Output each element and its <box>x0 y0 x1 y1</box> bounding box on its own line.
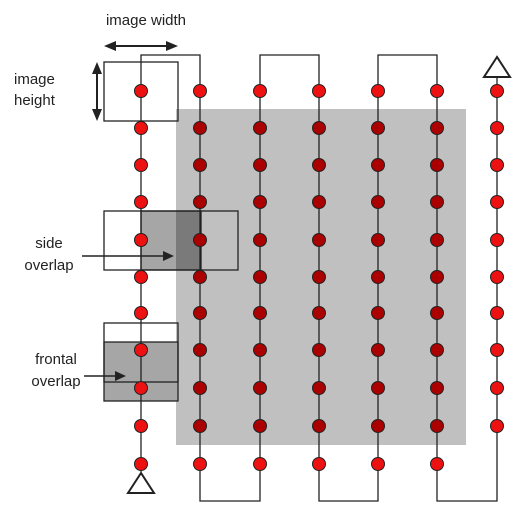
waypoints <box>134 84 504 471</box>
waypoint <box>134 306 148 320</box>
waypoint <box>490 381 504 395</box>
waypoint <box>430 158 444 172</box>
image-width-label: image width <box>106 12 186 29</box>
waypoint <box>430 84 444 98</box>
waypoint <box>312 457 326 471</box>
side-overlap-label-line1: side <box>35 235 63 252</box>
waypoint <box>371 306 385 320</box>
waypoint <box>193 457 207 471</box>
waypoint <box>193 419 207 433</box>
waypoint <box>312 270 326 284</box>
waypoint <box>253 158 267 172</box>
waypoint <box>134 419 148 433</box>
waypoint <box>253 195 267 209</box>
waypoint <box>371 343 385 357</box>
image-height-label-line2: height <box>14 92 56 109</box>
waypoint <box>490 419 504 433</box>
waypoint <box>193 343 207 357</box>
waypoint <box>193 84 207 98</box>
waypoint <box>371 158 385 172</box>
waypoint <box>253 457 267 471</box>
waypoint <box>430 381 444 395</box>
waypoint <box>134 270 148 284</box>
waypoint <box>253 381 267 395</box>
waypoint <box>312 381 326 395</box>
frontal-overlap-label-line1: frontal <box>35 351 77 368</box>
waypoint <box>193 121 207 135</box>
waypoint <box>134 233 148 247</box>
image-width-arrow <box>104 41 178 51</box>
waypoint <box>312 306 326 320</box>
waypoint <box>253 306 267 320</box>
waypoint <box>430 457 444 471</box>
waypoint <box>371 195 385 209</box>
waypoint <box>253 84 267 98</box>
waypoint <box>312 343 326 357</box>
waypoint <box>134 457 148 471</box>
side-overlap-label-line2: overlap <box>24 257 73 274</box>
waypoint <box>490 306 504 320</box>
waypoint <box>134 343 148 357</box>
waypoint <box>490 158 504 172</box>
waypoint <box>253 270 267 284</box>
waypoint <box>312 121 326 135</box>
waypoint <box>371 270 385 284</box>
waypoint <box>134 381 148 395</box>
waypoint <box>430 121 444 135</box>
waypoint <box>490 121 504 135</box>
image-height-arrow <box>92 62 102 121</box>
waypoint <box>371 233 385 247</box>
waypoint <box>490 343 504 357</box>
waypoint <box>490 233 504 247</box>
waypoint <box>430 306 444 320</box>
waypoint <box>490 84 504 98</box>
waypoint <box>134 84 148 98</box>
waypoint <box>312 419 326 433</box>
waypoint <box>193 381 207 395</box>
waypoint <box>430 233 444 247</box>
waypoint <box>371 381 385 395</box>
frontal-overlap-pointer <box>84 371 126 381</box>
waypoint <box>253 343 267 357</box>
waypoint <box>134 121 148 135</box>
waypoint <box>312 233 326 247</box>
waypoint <box>253 233 267 247</box>
waypoint <box>312 158 326 172</box>
waypoint <box>430 195 444 209</box>
waypoint <box>193 306 207 320</box>
image-footprint-frontal-lower <box>103 341 179 402</box>
waypoint <box>371 121 385 135</box>
waypoint <box>193 195 207 209</box>
waypoint <box>371 84 385 98</box>
waypoint <box>253 419 267 433</box>
waypoint <box>193 270 207 284</box>
waypoint <box>371 419 385 433</box>
waypoint <box>312 195 326 209</box>
waypoint <box>193 233 207 247</box>
waypoint <box>430 270 444 284</box>
triangle-icon <box>126 471 156 494</box>
side-overlap-pointer <box>82 251 174 261</box>
waypoint <box>134 195 148 209</box>
waypoint <box>312 84 326 98</box>
waypoint <box>430 343 444 357</box>
frontal-overlap-label-line2: overlap <box>31 373 80 390</box>
image-height-label-line1: image <box>14 71 55 88</box>
waypoint <box>490 195 504 209</box>
triangle-icon <box>482 55 512 78</box>
waypoint <box>371 457 385 471</box>
waypoint <box>253 121 267 135</box>
waypoint <box>193 158 207 172</box>
waypoint <box>134 158 148 172</box>
waypoint <box>490 270 504 284</box>
waypoint <box>430 419 444 433</box>
